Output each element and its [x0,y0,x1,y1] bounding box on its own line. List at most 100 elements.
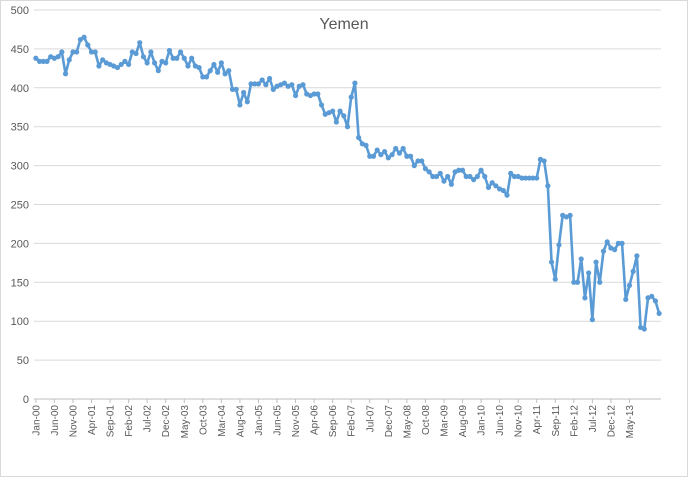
data-point [122,58,128,64]
x-tick-label: Sep-01 [106,405,117,438]
data-point [370,153,377,159]
data-point [426,169,432,175]
data-point [448,181,454,187]
data-point [96,63,102,69]
y-tick-label: 100 [11,316,29,328]
data-point [200,74,206,80]
data-point [389,152,395,158]
data-point [400,145,406,152]
data-point [571,279,577,285]
data-point [311,91,317,97]
data-point [463,173,469,180]
data-point [363,142,369,148]
data-point [478,167,484,173]
data-point [482,173,488,180]
data-point [356,134,362,141]
series-line-path [35,35,661,331]
data-point [407,153,414,159]
x-tick-label: Nov-10 [514,405,525,438]
data-point [133,50,139,57]
data-point [471,177,477,183]
data-point [40,58,46,64]
y-tick-label: 500 [11,5,29,17]
data-point [422,166,429,172]
data-point [181,55,187,61]
data-point [508,170,514,176]
data-point [485,184,492,190]
data-point [374,147,380,153]
data-point [137,40,143,46]
data-point [615,240,621,246]
data-point [166,47,173,54]
data-point [456,167,462,173]
x-tick-label: Oct-03 [198,405,209,435]
data-point [567,212,573,218]
data-point [114,64,121,71]
data-point [534,175,540,181]
data-point [241,89,247,96]
data-point [526,175,532,181]
x-tick-label: Dec-02 [161,405,172,438]
data-point [155,68,161,74]
x-tick-label: Dec-07 [384,405,395,438]
x-tick-label: Jun-10 [495,405,506,436]
data-point [419,158,425,164]
data-point [589,317,595,323]
data-point [393,145,399,152]
x-tick-label: Jan-05 [254,405,265,436]
data-point [315,91,321,97]
data-point [330,108,336,114]
x-tick-label: Aug-09 [458,405,469,438]
data-point [55,54,61,60]
data-point [626,282,633,289]
data-point [652,298,659,304]
data-point [88,49,95,55]
data-point [318,102,325,108]
data-point [300,82,306,88]
data-point [519,175,525,181]
data-point [170,55,176,61]
data-point [126,61,132,68]
data-point [634,253,640,259]
data-point [411,163,417,169]
data-point [270,86,276,92]
data-point [656,310,662,317]
x-tick-label: Jul-02 [143,405,154,433]
data-point [337,108,343,114]
y-axis-ticks: 0 50 100 150 200 250 300 350 400 450 500 [11,5,29,406]
x-tick-label: Sep-06 [328,405,339,438]
x-tick-label: Jan-10 [477,405,488,436]
data-point [548,259,555,265]
x-axis-ticks: Jan-00 Jun-00 Nov-00 Apr-01 Sep-01 Feb-02 Jul-… [31,399,636,438]
x-tick-label: May-08 [402,405,413,439]
data-point [341,113,347,119]
x-tick-label: Apr-06 [310,405,321,435]
data-point [630,268,636,275]
data-point [266,75,273,82]
data-point [77,36,83,43]
data-point [207,68,213,74]
x-tick-label: Feb-07 [347,405,358,437]
data-point [574,279,581,285]
data-point [215,69,221,75]
data-point [196,64,202,71]
data-point [612,247,618,253]
data-point [437,170,443,176]
data-point [459,167,466,173]
data-point [92,49,98,55]
data-point [604,239,610,245]
data-point [382,149,388,155]
series-markers [33,34,662,332]
data-point [151,60,158,66]
data-point [85,42,91,48]
data-point [511,173,518,180]
y-tick-label: 450 [11,44,29,56]
data-point [441,178,447,184]
data-point [582,295,588,301]
data-point [44,58,50,64]
data-point [493,183,499,189]
x-tick-label: Jul-12 [588,405,599,433]
x-tick-label: Jun-00 [50,405,61,436]
